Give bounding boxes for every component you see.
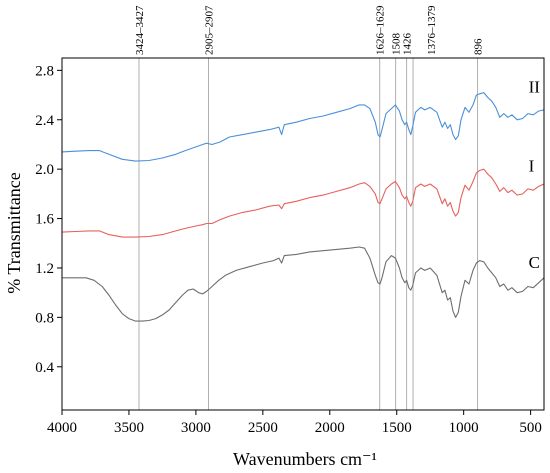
y-tick-label: 2.0	[35, 162, 54, 178]
annotation-label: 1376–1379	[426, 5, 438, 55]
y-tick-label: 0.8	[35, 310, 54, 326]
y-tick-label: 0.4	[35, 360, 54, 376]
x-tick-label: 1500	[382, 420, 412, 436]
x-axis-title: Wavenumbers cm⁻¹	[233, 449, 377, 469]
series-label-2: I	[529, 157, 535, 176]
series-line-1	[61, 92, 545, 162]
y-tick-label: 2.4	[35, 113, 54, 129]
y-tick-label: 2.8	[35, 63, 54, 79]
annotation-label: 2905–2907	[203, 5, 215, 55]
annotation-label: 1626–1629	[375, 5, 387, 55]
x-tick-label: 3500	[114, 420, 144, 436]
x-tick-label: 2500	[248, 420, 278, 436]
y-tick-label: 1.6	[35, 212, 54, 228]
annotation-label: 1508	[391, 33, 403, 56]
series-layer	[61, 92, 545, 322]
series-label-3: C	[529, 253, 540, 272]
plot-frame	[61, 57, 545, 411]
x-tick-label: 4000	[47, 420, 77, 436]
series-label-1: II	[529, 78, 541, 97]
x-tick-label: 2000	[315, 420, 345, 436]
axis-ticks: 4000 3500 3000 2500 2000 1500 1000 500 0.4 0.8 1.2…	[35, 63, 542, 436]
series-line-2	[61, 168, 545, 238]
annotation-label: 896	[473, 38, 485, 55]
x-tick-label: 500	[519, 420, 542, 436]
y-tick-label: 1.2	[35, 261, 54, 277]
annotation-label: 1426	[402, 33, 414, 56]
series-line-3	[62, 246, 545, 322]
x-tick-label: 3000	[181, 420, 211, 436]
y-axis-title: % Transmittance	[4, 172, 24, 294]
annotation-label: 3424–3427	[134, 5, 146, 55]
x-tick-label: 1000	[449, 420, 479, 436]
annotation-lines	[138, 58, 479, 410]
